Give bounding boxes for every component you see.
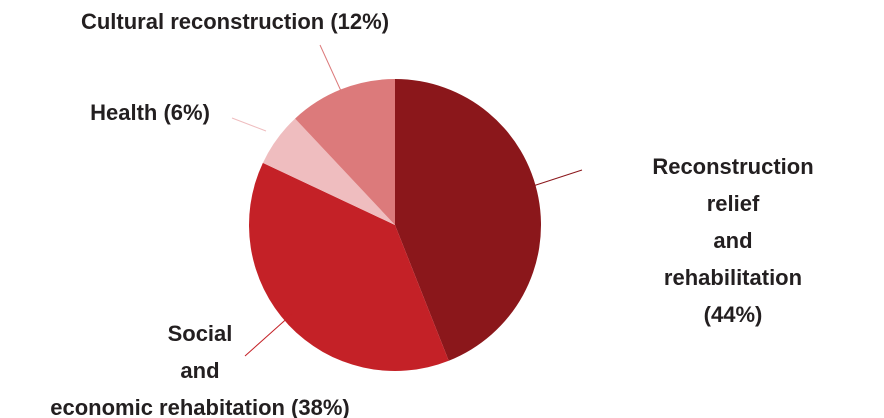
slice-label: Reconstruction relief and rehabilitation… (652, 154, 814, 327)
pie-slice (395, 79, 541, 361)
pie-slice (262, 118, 395, 225)
leader-lines (231, 44, 583, 357)
leader-line (244, 313, 293, 357)
slice-label: Cultural reconstruction (12%) (80, 9, 390, 34)
slice-label: Health (6%) (90, 100, 210, 125)
slice-label: Social and economic rehabitation (38%) (50, 321, 350, 418)
pie-slice (248, 162, 449, 371)
leader-line (231, 117, 267, 132)
leader-line (532, 169, 583, 187)
leader-line (319, 44, 342, 92)
pie-slice (295, 79, 395, 225)
